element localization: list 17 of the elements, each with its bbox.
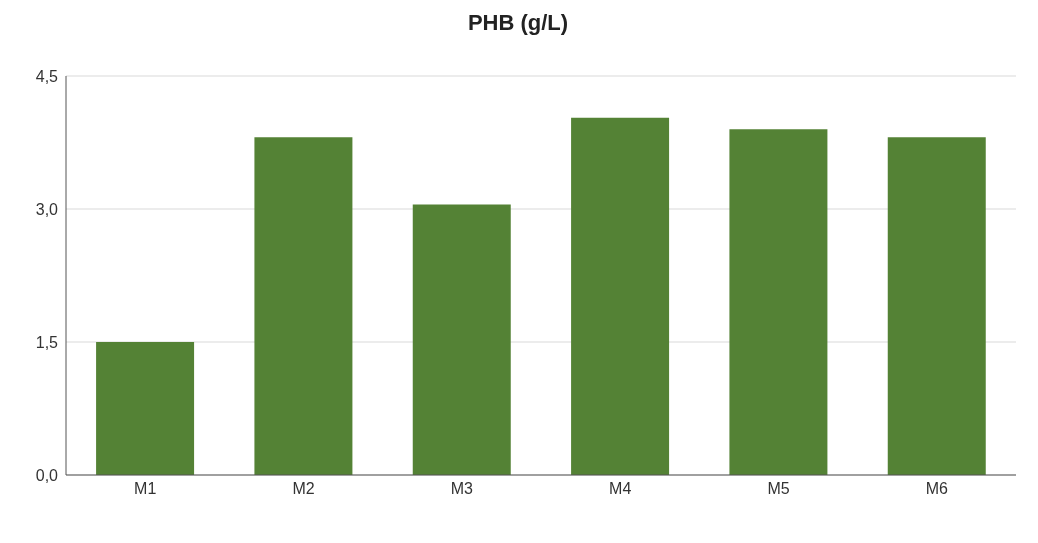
- bar: [887, 137, 986, 475]
- bar: [412, 204, 511, 475]
- y-tick-label: 4,5: [35, 67, 59, 85]
- x-tick-label: M3: [450, 480, 474, 498]
- x-tick-label: M6: [925, 480, 949, 498]
- bar: [254, 137, 353, 475]
- y-tick-label: 1,5: [35, 333, 59, 351]
- chart-title: PHB (g/L): [466, 10, 570, 37]
- y-tick-label: 0,0: [35, 466, 59, 484]
- x-tick-label: M1: [134, 480, 157, 498]
- x-tick-label: M4: [609, 480, 632, 498]
- bar: [571, 117, 670, 475]
- y-tick-label: 3,0: [35, 200, 59, 218]
- bar: [96, 342, 195, 475]
- x-tick-label: M5: [767, 480, 790, 498]
- bar: [729, 129, 828, 475]
- x-tick-label: M2: [292, 480, 315, 498]
